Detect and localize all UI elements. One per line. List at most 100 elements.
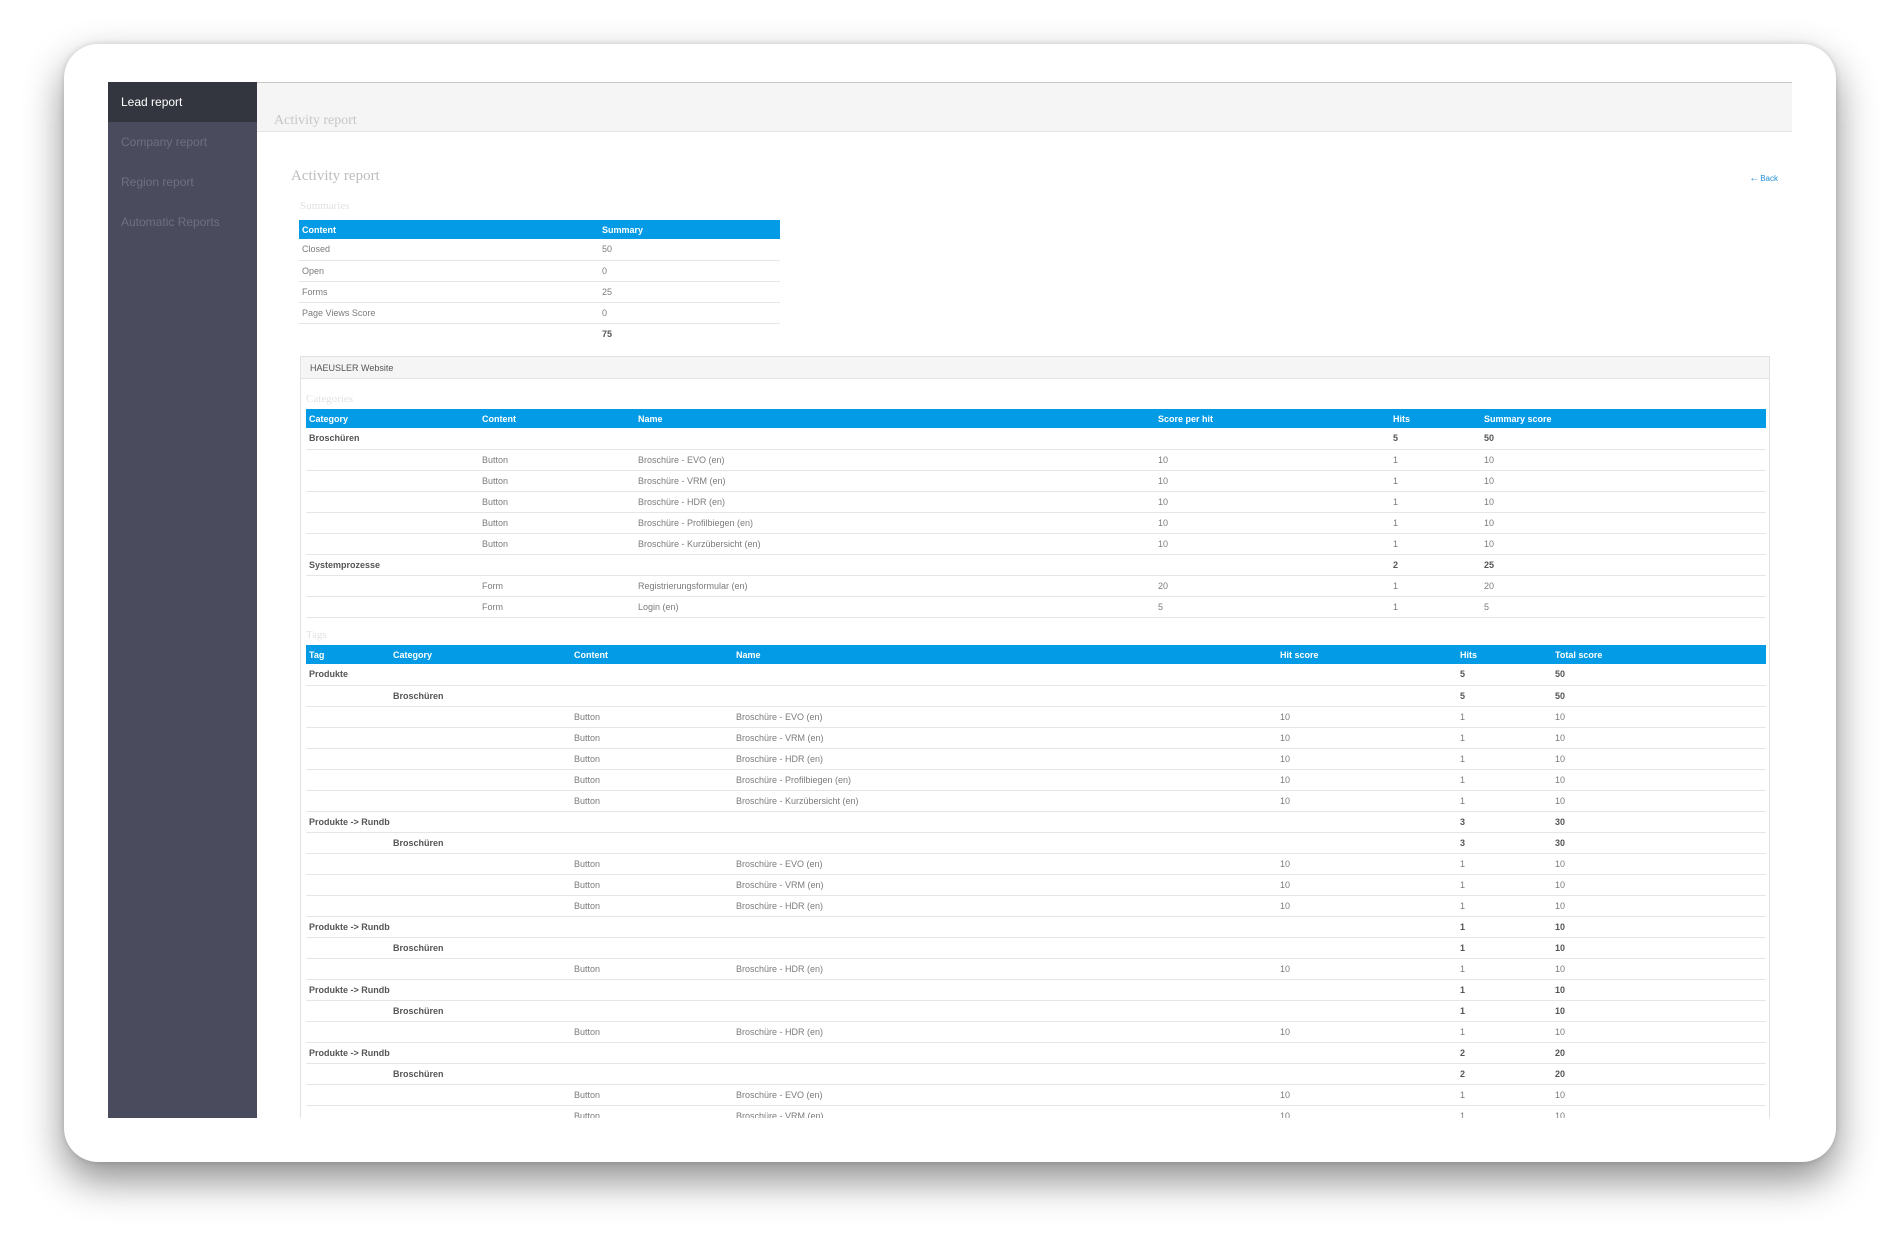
table-cell: Broschüre - HDR (en) — [733, 958, 1277, 980]
table-cell: 1 — [1457, 895, 1552, 917]
table-cell — [390, 895, 571, 917]
table-cell: Button — [571, 1084, 733, 1106]
table-cell — [390, 727, 571, 749]
table-cell: 10 — [1481, 449, 1766, 471]
table-cell: Button — [571, 706, 733, 728]
table-cell: 10 — [1277, 790, 1457, 812]
categories-table: Category Content Name Score per hit Hits Summ… — [306, 409, 1766, 618]
table-cell: Produkte — [306, 664, 390, 686]
table-cell — [635, 554, 1155, 576]
table-cell: 1 — [1457, 979, 1552, 1001]
table-cell: 1 — [1457, 1000, 1552, 1022]
table-cell: 1 — [1457, 1084, 1552, 1106]
table-row: Button Broschüre - Kurzübersicht (en) 10 1 1… — [306, 533, 1766, 555]
table-cell — [306, 790, 390, 812]
summary-total-row: 75 — [299, 323, 780, 344]
table-cell — [1155, 554, 1390, 576]
table-cell: Button — [571, 895, 733, 917]
table-cell: 5 — [1457, 685, 1552, 707]
table-cell — [306, 748, 390, 770]
group-row: Produkte 5 50 — [306, 664, 1766, 686]
table-cell — [306, 1063, 390, 1085]
column-header: Total score — [1552, 645, 1766, 664]
table-cell: 1 — [1457, 1105, 1552, 1118]
table-cell — [1277, 1042, 1457, 1064]
back-label: Back — [1760, 174, 1778, 183]
table-cell: 10 — [1552, 874, 1766, 896]
categories-label: Categories — [306, 393, 354, 405]
table-cell: Broschüren — [390, 1063, 571, 1085]
table-header-row: Tag Category Content Name Hit score Hits Total… — [306, 645, 1766, 664]
table-cell: Button — [571, 853, 733, 875]
table-cell — [1277, 811, 1457, 833]
table-cell: Produkte -> Rundbiegemaschinen -> 3-Walz… — [306, 979, 390, 1001]
table-cell: Button — [479, 470, 635, 492]
table-cell: 10 — [1552, 1021, 1766, 1043]
group-row: Broschüren 5 50 — [306, 685, 1766, 707]
table-cell — [306, 1021, 390, 1043]
table-row: Open 0 — [299, 260, 780, 282]
table-cell: 3 — [1457, 832, 1552, 854]
table-cell: 10 — [1277, 853, 1457, 875]
table-cell: 1 — [1457, 853, 1552, 875]
back-link[interactable]: ←Back — [1749, 173, 1778, 184]
table-cell: 20 — [1155, 575, 1390, 597]
table-cell: 10 — [1277, 1084, 1457, 1106]
table-cell — [306, 1084, 390, 1106]
table-cell: 10 — [1552, 916, 1766, 938]
table-cell: 50 — [599, 239, 780, 261]
table-cell: 10 — [1277, 706, 1457, 728]
table-cell: 10 — [1155, 491, 1390, 513]
table-cell — [733, 811, 1277, 833]
group-row: Produkte -> Rundbiegemaschinen 330 — [306, 811, 1766, 833]
table-cell: 1 — [1390, 470, 1481, 492]
table-cell — [306, 1105, 390, 1118]
table-row: Button Broschüre - EVO (en) 10 1 10 — [306, 706, 1766, 728]
table-cell — [306, 958, 390, 980]
table-cell — [479, 554, 635, 576]
column-header: Summary score — [1481, 409, 1766, 428]
table-row: Button Broschüre - Profilbiegen (en) 10 1 10 — [306, 512, 1766, 534]
group-row: Broschüren 3 30 — [306, 832, 1766, 854]
table-cell — [306, 596, 479, 618]
table-cell: Broschüren — [390, 1000, 571, 1022]
sidebar-item-region-report[interactable]: Region report — [121, 175, 194, 189]
table-cell: 0 — [599, 260, 780, 282]
sidebar-item-automatic-reports[interactable]: Automatic Reports — [121, 215, 220, 229]
sidebar-item-lead-report[interactable]: Lead report — [108, 82, 257, 122]
column-header: Score per hit — [1155, 409, 1390, 428]
table-cell: 10 — [1277, 874, 1457, 896]
table-row: Forms 25 — [299, 281, 780, 303]
table-cell — [733, 937, 1277, 959]
table-cell: 10 — [1277, 748, 1457, 770]
table-row: Closed 50 — [299, 239, 780, 261]
summaries-label: Summaries — [300, 200, 350, 212]
table-cell: 10 — [1552, 937, 1766, 959]
table-cell — [306, 512, 479, 534]
table-cell — [306, 832, 390, 854]
column-header: Category — [306, 409, 479, 428]
table-cell: 10 — [1277, 727, 1457, 749]
table-row: Button Broschüre - VRM (en) 10 1 10 — [306, 874, 1766, 896]
table-cell — [390, 958, 571, 980]
table-cell: 10 — [1552, 727, 1766, 749]
table-cell: Form — [479, 575, 635, 597]
table-cell: 20 — [1481, 575, 1766, 597]
table-cell: Broschüre - VRM (en) — [733, 727, 1277, 749]
table-cell: 2 — [1390, 554, 1481, 576]
summary-total: 75 — [602, 328, 613, 339]
table-cell: Button — [571, 769, 733, 791]
table-cell: 10 — [1277, 958, 1457, 980]
table-cell: 10 — [1552, 748, 1766, 770]
table-cell: 1 — [1457, 1021, 1552, 1043]
table-cell: 10 — [1552, 790, 1766, 812]
table-cell — [1277, 685, 1457, 707]
table-cell: Forms — [299, 281, 599, 303]
sidebar-item-company-report[interactable]: Company report — [121, 135, 208, 149]
table-cell: 10 — [1155, 449, 1390, 471]
table-cell — [390, 706, 571, 728]
group-row: Produkte -> Rundbiegemaschinen -> 4-Walz… — [306, 1042, 1766, 1064]
table-cell: Broschüren — [390, 685, 571, 707]
table-cell: Closed — [299, 239, 599, 261]
table-cell: Broschüre - Profilbiegen (en) — [635, 512, 1155, 534]
